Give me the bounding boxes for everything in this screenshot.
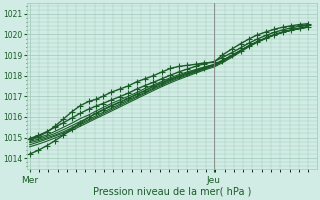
X-axis label: Pression niveau de la mer( hPa ): Pression niveau de la mer( hPa ) <box>92 187 251 197</box>
